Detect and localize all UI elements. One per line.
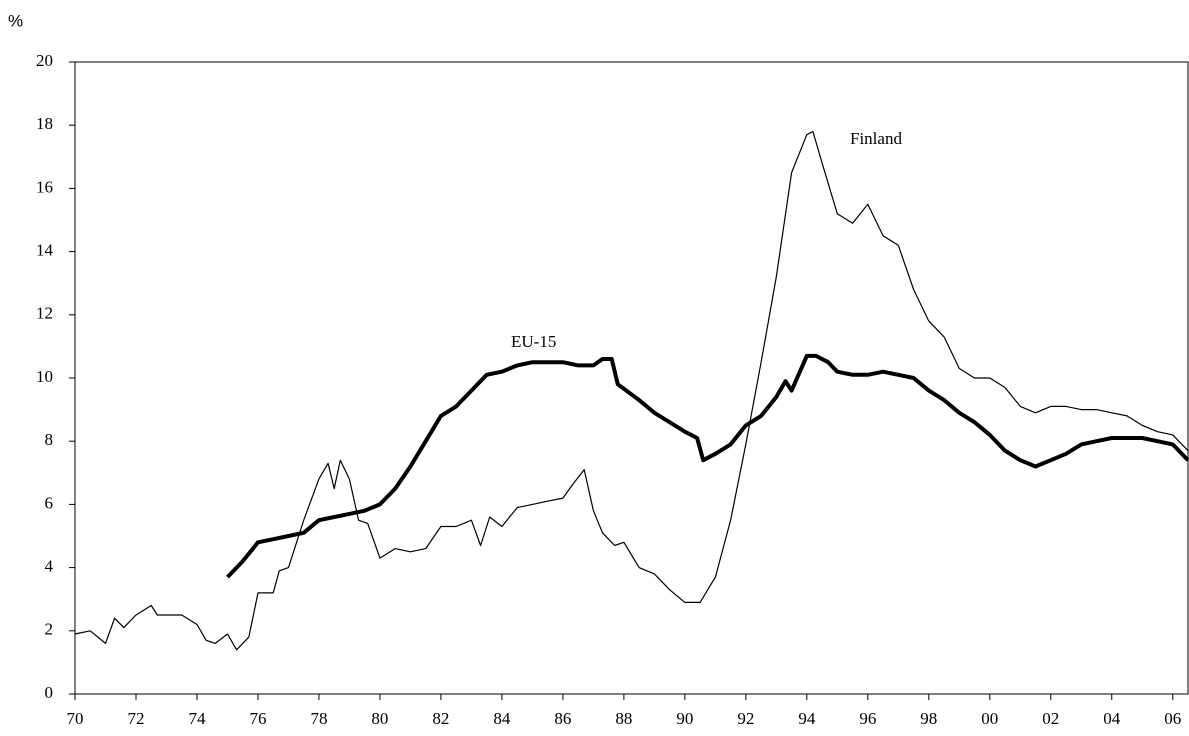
y-tick-label: 14 — [36, 241, 54, 260]
y-tick-label: 2 — [45, 620, 54, 639]
x-tick-label: 04 — [1103, 709, 1121, 728]
plot-frame — [74, 61, 1189, 695]
y-tick-label: 6 — [45, 493, 54, 512]
x-tick-label: 92 — [737, 709, 754, 728]
x-tick-label: 90 — [676, 709, 693, 728]
y-tick-label: 18 — [36, 114, 53, 133]
y-tick-label: 0 — [45, 683, 54, 702]
y-tick-label: 4 — [45, 557, 54, 576]
x-tick-label: 82 — [432, 709, 449, 728]
x-tick-label: 84 — [493, 709, 511, 728]
series-line — [226, 353, 1189, 579]
y-tick-label: 20 — [36, 51, 53, 70]
x-tick-label: 74 — [188, 709, 206, 728]
x-tick-label: 00 — [981, 709, 998, 728]
x-tick-label: 02 — [1042, 709, 1059, 728]
x-tick-label: 86 — [554, 709, 571, 728]
y-tick-label: 16 — [36, 177, 53, 196]
x-tick-label: 88 — [615, 709, 632, 728]
x-tick-label: 80 — [371, 709, 388, 728]
x-tick-label: 76 — [249, 709, 266, 728]
y-tick-label: 12 — [36, 304, 53, 323]
x-tick-label: 94 — [798, 709, 816, 728]
x-tick-label: 06 — [1164, 709, 1181, 728]
x-tick-label: 96 — [859, 709, 876, 728]
x-tick-label: 70 — [67, 709, 84, 728]
series-label: EU-15 — [511, 332, 556, 351]
series-line — [74, 130, 1189, 651]
y-tick-label: 10 — [36, 367, 53, 386]
x-tick-label: 98 — [920, 709, 937, 728]
x-tick-label: 78 — [310, 709, 327, 728]
series-label: Finland — [850, 129, 902, 148]
x-tick-label: 72 — [127, 709, 144, 728]
y-tick-label: 8 — [45, 430, 54, 449]
y-axis-label: % — [8, 11, 23, 30]
